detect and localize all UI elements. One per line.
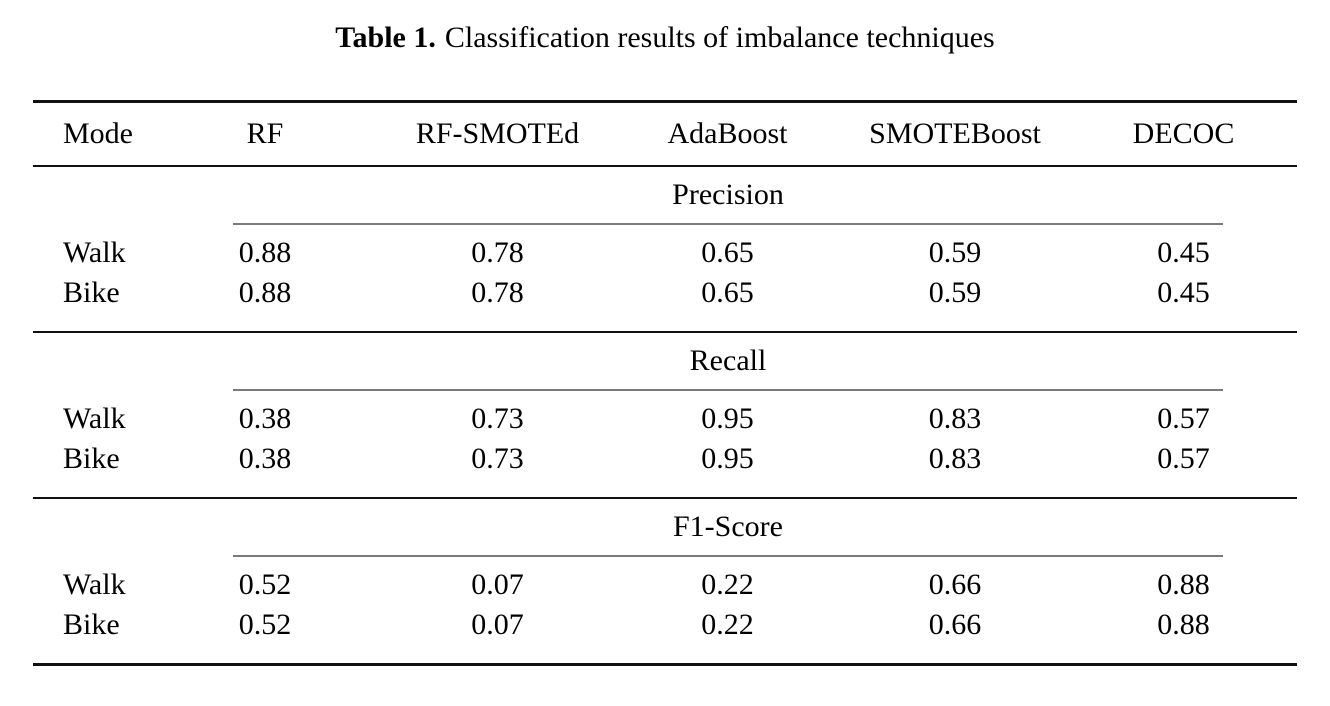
value-cell: 0.65 (701, 236, 754, 269)
value-cell: 0.45 (1157, 276, 1210, 309)
value-cell: 0.88 (1157, 568, 1210, 601)
value-cell: 0.38 (238, 442, 292, 475)
metric-underline-rule (233, 389, 1223, 391)
table-caption-text: Classification results of imbalance tech… (444, 21, 995, 54)
table-row: Walk 0.52 0.07 0.22 0.66 0.88 (33, 565, 1297, 605)
value-cell: 0.57 (1157, 442, 1210, 475)
value-cell: 0.22 (701, 608, 754, 641)
value-cell: 0.66 (928, 608, 982, 641)
header-bottom-rule (33, 165, 1297, 167)
table-body: Precision Walk 0.88 0.78 0.65 0.59 0.45 Bike 0.8… (33, 167, 1297, 663)
value-cell: 0.95 (701, 402, 754, 435)
section-divider-rule (33, 331, 1297, 333)
section-divider-rule (33, 497, 1297, 499)
metric-underline-rule (233, 555, 1223, 557)
value-cell: 0.22 (701, 568, 754, 601)
mode-cell: Walk (63, 568, 126, 601)
value-cell: 0.78 (471, 236, 524, 269)
value-cell: 0.07 (471, 568, 524, 601)
mode-cell: Bike (63, 276, 120, 309)
table-row: Bike 0.38 0.73 0.95 0.83 0.57 (33, 439, 1297, 479)
value-cell: 0.65 (701, 276, 754, 309)
column-header-adaboost: AdaBoost (667, 117, 788, 150)
value-cell: 0.57 (1157, 402, 1210, 435)
table-row: Bike 0.52 0.07 0.22 0.66 0.88 (33, 605, 1297, 645)
value-cell: 0.59 (928, 236, 982, 269)
mode-cell: Bike (63, 608, 120, 641)
metric-underline-rule (233, 223, 1223, 225)
value-cell: 0.73 (471, 402, 524, 435)
table-caption: Table 1. Classification results of imbala… (0, 18, 1330, 58)
mode-cell: Walk (63, 236, 126, 269)
table-bottom-rule (33, 663, 1297, 666)
metric-rows: Walk 0.52 0.07 0.22 0.66 0.88 Bike 0.52 0.07 0.22… (33, 557, 1297, 663)
value-cell: 0.52 (238, 608, 292, 641)
value-cell: 0.45 (1157, 236, 1210, 269)
value-cell: 0.88 (238, 276, 292, 309)
value-cell: 0.88 (1157, 608, 1210, 641)
mode-cell: Walk (63, 402, 126, 435)
metric-title-recall: Recall (689, 344, 767, 377)
value-cell: 0.52 (238, 568, 292, 601)
value-cell: 0.78 (471, 276, 524, 309)
table-caption-label: Table 1. (335, 21, 436, 54)
table-row: Walk 0.88 0.78 0.65 0.59 0.45 (33, 233, 1297, 273)
table-header-row: Mode RF RF-SMOTEd AdaBoost SMOTEBoost DECOC (33, 103, 1297, 165)
value-cell: 0.95 (701, 442, 754, 475)
metric-rows: Walk 0.88 0.78 0.65 0.59 0.45 Bike 0.88 0.78 0.65… (33, 225, 1297, 331)
table-row: Walk 0.38 0.73 0.95 0.83 0.57 (33, 399, 1297, 439)
mode-cell: Bike (63, 442, 120, 475)
value-cell: 0.83 (928, 442, 982, 475)
value-cell: 0.73 (471, 442, 524, 475)
metric-title-f1-score: F1-Score (673, 510, 783, 543)
column-header-decoc: DECOC (1132, 117, 1235, 150)
column-header-rf-smoted: RF-SMOTEd (415, 117, 580, 150)
value-cell: 0.07 (471, 608, 524, 641)
column-header-smoteboost: SMOTEBoost (869, 117, 1041, 150)
column-header-mode: Mode (63, 117, 133, 150)
value-cell: 0.66 (928, 568, 982, 601)
table-top-rule (33, 100, 1297, 103)
value-cell: 0.88 (238, 236, 292, 269)
metric-rows: Walk 0.38 0.73 0.95 0.83 0.57 Bike 0.38 0.73 0.95… (33, 391, 1297, 497)
metric-title-precision: Precision (672, 178, 784, 211)
value-cell: 0.59 (928, 276, 982, 309)
table-row: Bike 0.88 0.78 0.65 0.59 0.45 (33, 273, 1297, 313)
column-header-rf: RF (246, 117, 284, 150)
value-cell: 0.83 (928, 402, 982, 435)
value-cell: 0.38 (238, 402, 292, 435)
results-table: Mode RF RF-SMOTEd AdaBoost SMOTEBoost DECOC P… (33, 100, 1297, 666)
